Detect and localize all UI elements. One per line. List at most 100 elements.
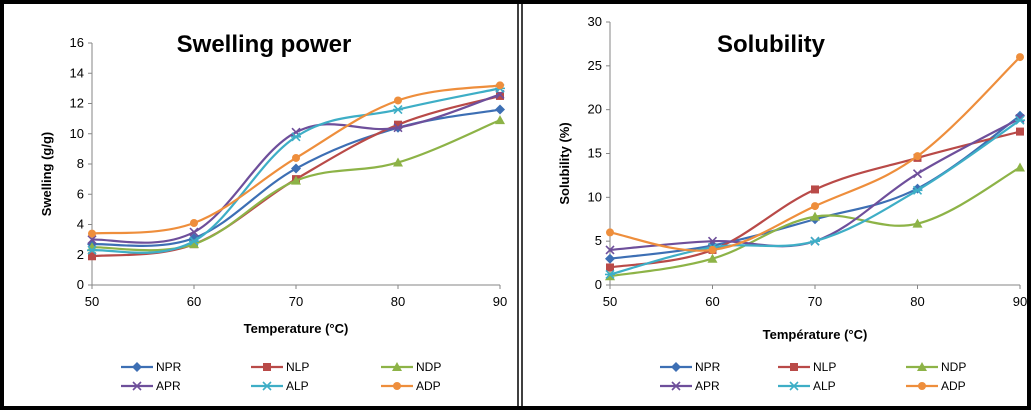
- y-tick-label: 2: [77, 247, 84, 262]
- legend-item-ndp: NDP: [381, 360, 441, 374]
- data-point: [189, 239, 199, 249]
- chart-title: Swelling power: [177, 31, 352, 58]
- legend-marker: [263, 363, 271, 371]
- legend-label: NPR: [695, 360, 721, 374]
- y-tick-label: 25: [588, 58, 602, 73]
- data-point: [393, 123, 403, 133]
- series-adp: [606, 53, 1024, 254]
- data-point: [605, 269, 615, 280]
- x-tick-label: 90: [1013, 294, 1027, 309]
- x-axis-label: Temperature (°C): [244, 321, 349, 336]
- legend-marker: [262, 381, 272, 391]
- data-point: [912, 169, 923, 179]
- data-point: [606, 228, 614, 237]
- y-tick-label: 20: [588, 102, 602, 117]
- legend-item-alp: ALP: [251, 379, 309, 393]
- legend-item-nlp: NLP: [778, 360, 836, 374]
- legend-marker: [671, 381, 681, 391]
- series-line: [609, 117, 1021, 252]
- legend-label: NLP: [813, 360, 836, 374]
- data-point: [291, 132, 301, 142]
- data-point: [708, 245, 717, 254]
- y-tick-label: 0: [77, 277, 84, 292]
- legend-marker: [393, 382, 401, 390]
- x-tick-label: 60: [187, 294, 201, 309]
- legend-item-apr: APR: [660, 379, 720, 393]
- y-tick-label: 6: [77, 186, 84, 201]
- data-point: [913, 152, 922, 161]
- data-point: [495, 115, 505, 125]
- series-adp: [88, 81, 504, 238]
- data-point: [811, 202, 819, 211]
- data-point: [88, 252, 96, 261]
- legend-item-nlp: NLP: [251, 360, 309, 374]
- x-tick-label: 60: [705, 294, 719, 309]
- legend-item-adp: ADP: [381, 379, 441, 393]
- data-point: [912, 218, 923, 228]
- chart-panel-2: 0 5 10 15 20 25 30 50 60 70 80 90 Solubility Températ…: [557, 14, 1027, 393]
- y-tick-label: 12: [70, 96, 84, 111]
- chart-title: Solubility: [717, 31, 826, 58]
- legend-item-adp: ADP: [906, 379, 966, 393]
- series-alp: [605, 115, 1025, 280]
- x-axis-label: Température (°C): [763, 327, 868, 342]
- data-point: [88, 229, 96, 238]
- data-point: [1016, 127, 1024, 136]
- legend-marker: [671, 362, 681, 372]
- series-alp: [87, 83, 505, 255]
- legend-marker: [392, 362, 402, 371]
- data-point: [605, 245, 615, 255]
- data-point: [190, 218, 198, 227]
- data-point: [912, 185, 923, 195]
- data-point: [394, 120, 402, 129]
- legend-item-apr: APR: [121, 379, 181, 393]
- legend-marker: [790, 363, 798, 371]
- x-tick-label: 80: [391, 294, 405, 309]
- legend-item-alp: ALP: [778, 379, 836, 393]
- data-point: [606, 263, 614, 272]
- data-point: [496, 91, 504, 100]
- data-point: [87, 242, 97, 252]
- data-point: [810, 211, 820, 221]
- legend-marker: [789, 381, 799, 391]
- y-tick-label: 16: [70, 35, 84, 50]
- data-point: [605, 253, 615, 264]
- legend-label: NLP: [286, 360, 309, 374]
- data-point: [189, 236, 199, 246]
- y-tick-label: 10: [588, 189, 602, 204]
- y-tick-label: 0: [595, 277, 602, 292]
- x-tick-label: 90: [493, 294, 507, 309]
- series-apr: [605, 113, 1025, 255]
- data-point: [291, 175, 301, 185]
- data-point: [189, 227, 199, 237]
- legend-marker: [132, 381, 142, 391]
- x-tick-label: 50: [603, 294, 617, 309]
- data-point: [496, 81, 504, 90]
- data-point: [810, 236, 820, 246]
- data-point: [394, 96, 402, 105]
- legend-label: APR: [156, 379, 181, 393]
- legend-label: ALP: [286, 379, 309, 393]
- legend-marker: [918, 382, 926, 390]
- data-point: [1016, 53, 1024, 62]
- data-point: [393, 157, 403, 167]
- series-ndp: [87, 115, 505, 252]
- legend-label: ADP: [941, 379, 966, 393]
- y-tick-label: 8: [77, 156, 84, 171]
- legend-label: NPR: [156, 360, 182, 374]
- data-point: [1015, 115, 1025, 125]
- data-point: [393, 104, 403, 115]
- data-point: [87, 245, 97, 255]
- y-tick-label: 15: [588, 146, 602, 161]
- data-point: [291, 163, 301, 174]
- y-tick-label: 10: [70, 126, 84, 141]
- data-point: [811, 185, 819, 194]
- x-tick-label: 70: [808, 294, 822, 309]
- y-tick-label: 5: [595, 233, 602, 248]
- x-tick-label: 50: [85, 294, 99, 309]
- legend-label: NDP: [416, 360, 441, 374]
- y-axis-label: Swelling (g/g): [39, 132, 54, 217]
- legend-item-npr: NPR: [660, 360, 721, 374]
- legend-item-npr: NPR: [121, 360, 182, 374]
